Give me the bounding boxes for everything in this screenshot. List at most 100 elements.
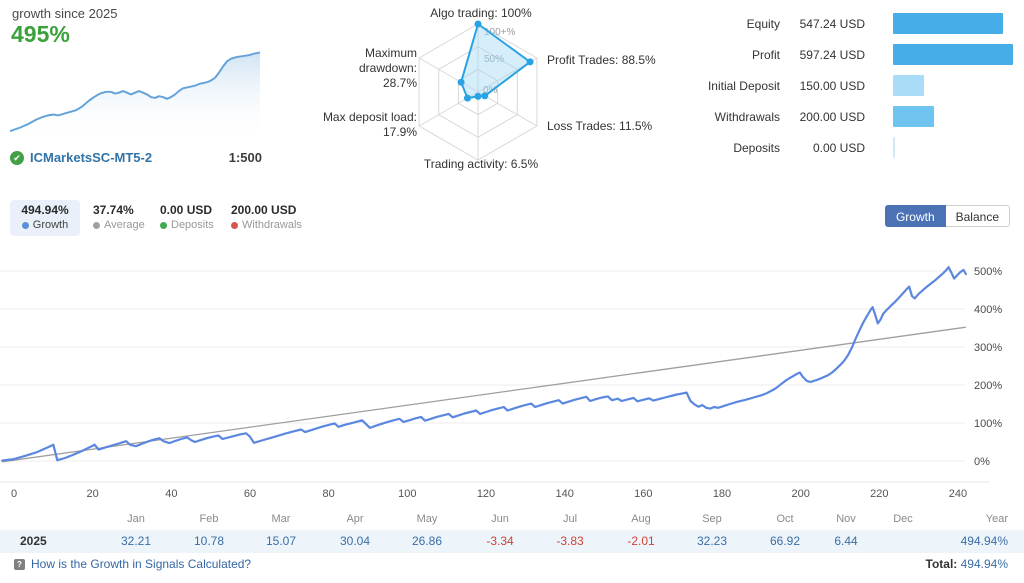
monthly-growth-row: 2025 32.21 10.78 15.07 30.04 26.86 -3.34 -3.83… [0, 530, 1024, 553]
balance-row-label: Equity [746, 16, 780, 31]
growth-line-chart[interactable]: 0% 100% 200% 300% 400% 500% 0 20 40 60 80 100 120 140… [0, 245, 1024, 530]
svg-text:Jun: Jun [491, 513, 509, 525]
month-growth-cell: 66.92 [769, 534, 801, 548]
svg-text:Apr: Apr [346, 513, 363, 525]
stat-label: Withdrawals [242, 219, 302, 231]
growth-tab[interactable]: Growth [884, 205, 946, 227]
balance-panel: Equity 547.24 USD Profit 597.24 USD Initial … [690, 8, 1020, 164]
svg-text:40: 40 [165, 488, 177, 500]
balance-row-label: Profit [751, 47, 780, 62]
balance-row-bar [893, 13, 1003, 34]
help-icon: ? [14, 558, 25, 570]
radar-axis-label: Maximum drawdown: 28.7% [358, 46, 417, 90]
balance-tab[interactable]: Balance [945, 205, 1010, 227]
stat-value: 37.74% [93, 203, 134, 217]
svg-text:60: 60 [244, 488, 256, 500]
leverage-value: 1:500 [228, 150, 262, 165]
account-name-link[interactable]: ICMarketsSC-MT5-2 [30, 150, 153, 165]
month-growth-cell: 30.04 [339, 534, 371, 548]
stat-tile-withdrawals[interactable]: 200.00 USD Withdrawals [231, 200, 302, 236]
balance-row: Equity 547.24 USD [690, 8, 1020, 39]
month-growth-cell: 32.23 [696, 534, 728, 548]
month-growth-cell: 15.07 [265, 534, 297, 548]
radar-axis-label: Loss Trades: 11.5% [547, 119, 653, 133]
balance-row-bar [893, 137, 895, 158]
radar-axis-label: Trading activity: 6.5% [423, 157, 539, 171]
svg-text:50%: 50% [484, 54, 504, 65]
month-growth-cell: 26.86 [411, 534, 443, 548]
svg-text:140: 140 [555, 488, 573, 500]
total-label: Total: [925, 557, 958, 571]
growth-percent-value: 495% [11, 21, 70, 47]
svg-text:Sep: Sep [702, 513, 722, 525]
radar-axis-label: Max deposit load: 17.9% [322, 110, 417, 139]
svg-text:200: 200 [791, 488, 809, 500]
svg-text:160: 160 [634, 488, 652, 500]
svg-text:100%: 100% [974, 418, 1002, 430]
svg-text:240: 240 [949, 488, 967, 500]
stat-label: Average [104, 219, 145, 231]
balance-row-bar [893, 75, 924, 96]
svg-text:300%: 300% [974, 342, 1002, 354]
balance-row: Deposits 0.00 USD [690, 132, 1020, 163]
footer-total: Total: 494.94% [926, 557, 1009, 571]
svg-text:100+%: 100+% [484, 27, 516, 38]
stat-value: 494.94% [21, 203, 69, 217]
stat-tile-deposits[interactable]: 0.00 USD Deposits [160, 200, 214, 236]
balance-row-label: Withdrawals [714, 109, 780, 124]
stat-dot-icon [21, 221, 29, 229]
month-growth-cell: 6.44 [834, 534, 858, 548]
total-value: 494.94% [960, 557, 1008, 571]
svg-text:400%: 400% [974, 304, 1002, 316]
svg-text:Mar: Mar [272, 513, 291, 525]
balance-row-value: 0.00 USD [812, 140, 865, 155]
balance-row: Withdrawals 200.00 USD [690, 101, 1020, 132]
growth-sparkline-chart [10, 51, 260, 141]
svg-text:Year: Year [986, 513, 1009, 525]
stat-tile-average[interactable]: 37.74% Average [93, 200, 145, 236]
svg-text:200%: 200% [974, 380, 1002, 392]
radar-axis-label: Algo trading: 100% [430, 6, 532, 20]
svg-text:0: 0 [11, 488, 17, 500]
month-growth-cell: -3.34 [486, 534, 514, 548]
balance-row: Initial Deposit 150.00 USD [690, 70, 1020, 101]
month-growth-cell: -3.83 [556, 534, 584, 548]
svg-text:Dec: Dec [893, 513, 913, 525]
radar-grid: 100+% 50% 0% [418, 20, 538, 161]
year-total-cell: 494.94% [960, 534, 1008, 548]
balance-row-value: 150.00 USD [799, 78, 865, 93]
radar-axis-label: Profit Trades: 88.5% [547, 53, 656, 67]
svg-text:220: 220 [870, 488, 888, 500]
balance-row-value: 597.24 USD [799, 47, 865, 62]
account-row: ✔ ICMarketsSC-MT5-2 1:500 [10, 150, 262, 165]
growth-since-label: growth since 2025 [12, 6, 118, 21]
stat-dot-icon [231, 221, 238, 229]
month-growth-cell: 10.78 [193, 534, 225, 548]
svg-text:Nov: Nov [836, 513, 856, 525]
svg-text:Feb: Feb [200, 513, 219, 525]
metrics-radar-chart: 100+% 50% 0% Algo trading: 100% Profit Trad… [305, 4, 657, 186]
check-badge-icon: ✔ [10, 150, 24, 165]
month-growth-cell: 32.21 [120, 534, 152, 548]
balance-row-value: 547.24 USD [799, 16, 865, 31]
footer: ? How is the Growth in Signals Calculate… [0, 557, 1024, 577]
svg-text:180: 180 [713, 488, 731, 500]
svg-text:Oct: Oct [776, 513, 793, 525]
balance-row-bar [893, 106, 934, 127]
balance-row-label: Deposits [733, 140, 780, 155]
stat-tile-growth[interactable]: 494.94% Growth [10, 200, 80, 236]
svg-text:Aug: Aug [631, 513, 651, 525]
svg-text:500%: 500% [974, 266, 1002, 278]
svg-text:80: 80 [323, 488, 335, 500]
stats-bar: 494.94% Growth 37.74% Average 0.00 USD Deposi… [0, 198, 650, 238]
svg-text:0%: 0% [974, 456, 990, 468]
stat-label: Growth [32, 219, 69, 231]
growth-help-link[interactable]: ? How is the Growth in Signals Calculate… [14, 557, 251, 571]
stat-value: 0.00 USD [160, 203, 213, 217]
stat-dot-icon [93, 221, 100, 229]
balance-row-label: Initial Deposit [707, 78, 780, 93]
balance-row: Profit 597.24 USD [690, 39, 1020, 70]
chart-mode-toggle: Growth Balance [884, 205, 1010, 227]
balance-row-value: 200.00 USD [799, 109, 865, 124]
svg-text:May: May [417, 513, 438, 525]
